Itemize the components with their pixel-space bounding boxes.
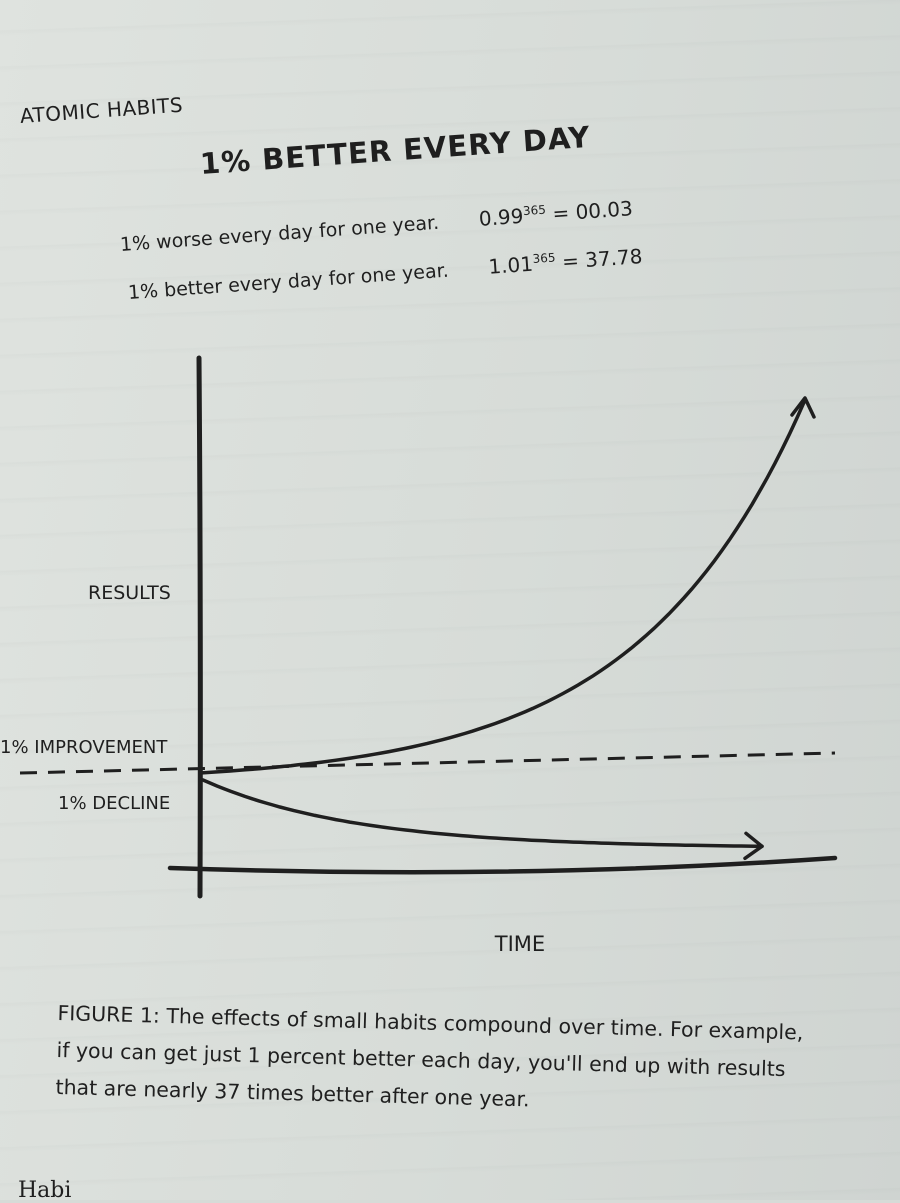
decline-label: 1% DECLINE [58, 793, 170, 814]
decline-arrowhead [743, 831, 764, 861]
baseline-dashed-line [19, 751, 836, 775]
y-axis [196, 355, 203, 899]
figure-caption: FIGURE 1: The effects of small habits co… [55, 1000, 804, 1112]
x-axis [167, 855, 838, 875]
y-axis-label: RESULTS [88, 582, 171, 604]
x-axis-label: TIME [494, 932, 545, 956]
improvement-label: 1% IMPROVEMENT [0, 737, 168, 758]
improvement-curve [198, 398, 807, 775]
improvement-arrowhead [790, 396, 816, 419]
footer-text-fragment: Habi [18, 1178, 72, 1203]
decline-curve [201, 778, 764, 849]
